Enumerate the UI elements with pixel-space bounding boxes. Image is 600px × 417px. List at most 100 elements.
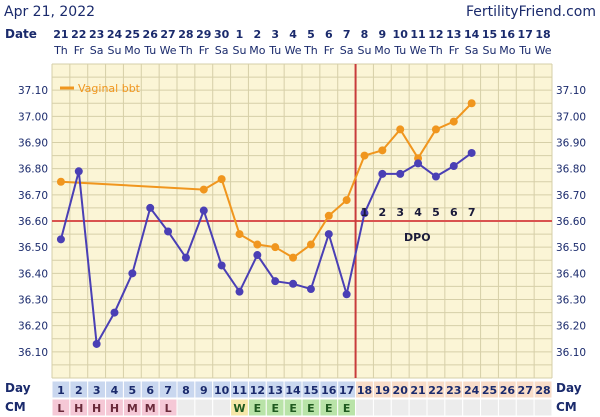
day-cell xyxy=(533,380,553,399)
dpo-number: 6 xyxy=(450,206,458,219)
cm-code: L xyxy=(57,402,64,415)
day-row-label-right: Day xyxy=(556,381,582,395)
date-label: 25 xyxy=(125,28,140,41)
day-number: 5 xyxy=(129,384,137,397)
y-tick-label: 36.80 xyxy=(18,164,48,176)
data-point xyxy=(128,269,137,278)
day-number: 17 xyxy=(339,384,354,397)
day-number: 19 xyxy=(375,384,390,397)
day-row-label-left: Day xyxy=(5,381,31,395)
weekday-label: Mo xyxy=(249,44,265,57)
day-number: 11 xyxy=(232,384,247,397)
data-point xyxy=(431,125,440,134)
y-tick-label: 36.70 xyxy=(18,190,48,202)
weekday-label: Mo xyxy=(124,44,140,57)
weekday-label: Th xyxy=(428,44,443,57)
date-label: 27 xyxy=(160,28,175,41)
day-number: 9 xyxy=(200,384,208,397)
cm-cell xyxy=(176,398,196,417)
cm-row-label-right: CM xyxy=(556,400,577,414)
dpo-number: 1 xyxy=(361,206,369,219)
date-row-label: Date xyxy=(5,27,37,41)
cm-cell xyxy=(408,398,428,417)
cm-code: E xyxy=(307,402,315,415)
day-number: 22 xyxy=(428,384,443,397)
weekday-label: We xyxy=(160,44,177,57)
weekday-label: Sa xyxy=(340,44,354,57)
cm-code: E xyxy=(343,402,351,415)
y-tick-label: 36.90 xyxy=(556,138,586,150)
data-point xyxy=(217,175,226,184)
cm-code: L xyxy=(165,402,172,415)
data-point xyxy=(360,209,369,218)
data-point xyxy=(378,169,387,178)
day-number: 23 xyxy=(446,384,461,397)
weekday-label: Tu xyxy=(268,44,281,57)
day-number: 18 xyxy=(357,384,372,397)
cm-code: H xyxy=(74,402,83,415)
weekday-label: We xyxy=(285,44,302,57)
weekday-label: Mo xyxy=(374,44,390,57)
weekday-label: Sa xyxy=(465,44,479,57)
day-number: 28 xyxy=(535,384,550,397)
dpo-number: 3 xyxy=(396,206,404,219)
day-number: 2 xyxy=(75,384,83,397)
brand-logo-text[interactable]: FertilityFriend.com xyxy=(466,4,596,20)
day-number: 10 xyxy=(214,384,230,397)
weekday-label: Fr xyxy=(324,44,335,57)
day-number: 27 xyxy=(518,384,533,397)
y-tick-label: 36.10 xyxy=(18,347,48,359)
data-point xyxy=(414,159,423,168)
data-point xyxy=(217,261,226,270)
date-label: 22 xyxy=(71,28,86,41)
y-tick-label: 36.90 xyxy=(18,138,48,150)
data-point xyxy=(342,196,351,205)
data-point xyxy=(271,243,280,252)
dpo-number: 4 xyxy=(414,206,422,219)
date-label: 7 xyxy=(343,28,351,41)
cm-cell xyxy=(212,398,232,417)
data-point xyxy=(396,125,405,134)
y-tick-label: 36.70 xyxy=(556,190,586,202)
weekday-label: Su xyxy=(358,44,372,57)
day-number: 1 xyxy=(57,384,65,397)
date-label: 30 xyxy=(214,28,230,41)
day-number: 4 xyxy=(111,384,119,397)
dpo-label: DPO xyxy=(404,231,431,244)
cm-cell xyxy=(480,398,499,417)
cm-code: E xyxy=(289,402,297,415)
y-axis-left: 36.10 36.20 36.30 36.40 36.50 36.60 36.70 36.80… xyxy=(18,85,48,359)
data-point xyxy=(360,151,369,160)
y-tick-label: 36.20 xyxy=(556,321,586,333)
cm-cell xyxy=(426,398,446,417)
date-label: 16 xyxy=(500,28,516,41)
data-point xyxy=(181,253,190,262)
weekday-label: Sa xyxy=(215,44,229,57)
y-tick-label: 36.20 xyxy=(18,321,48,333)
dpo-number: 7 xyxy=(468,206,476,219)
weekday-label: Th xyxy=(303,44,318,57)
date-label: 28 xyxy=(178,28,193,41)
cm-cell xyxy=(194,398,214,417)
y-tick-label: 36.80 xyxy=(556,164,586,176)
day-number: 7 xyxy=(164,384,172,397)
cm-code: H xyxy=(110,402,119,415)
data-point xyxy=(467,99,476,108)
day-number: 3 xyxy=(93,384,101,397)
cm-code: E xyxy=(271,402,279,415)
data-point xyxy=(110,308,119,317)
chart-date: Apr 21, 2022 xyxy=(4,4,95,20)
legend-label-vaginal-bbt: Vaginal bbt xyxy=(78,82,141,95)
cm-cell xyxy=(390,398,410,417)
date-label: 6 xyxy=(325,28,333,41)
cm-code: M xyxy=(145,402,156,415)
data-point xyxy=(396,169,405,178)
y-tick-label: 36.10 xyxy=(556,347,586,359)
day-number: 25 xyxy=(482,384,497,397)
data-point xyxy=(467,148,476,157)
weekday-label: Mo xyxy=(499,44,515,57)
cm-code: E xyxy=(254,402,262,415)
y-tick-label: 36.60 xyxy=(556,216,586,228)
cm-cell xyxy=(533,398,553,417)
